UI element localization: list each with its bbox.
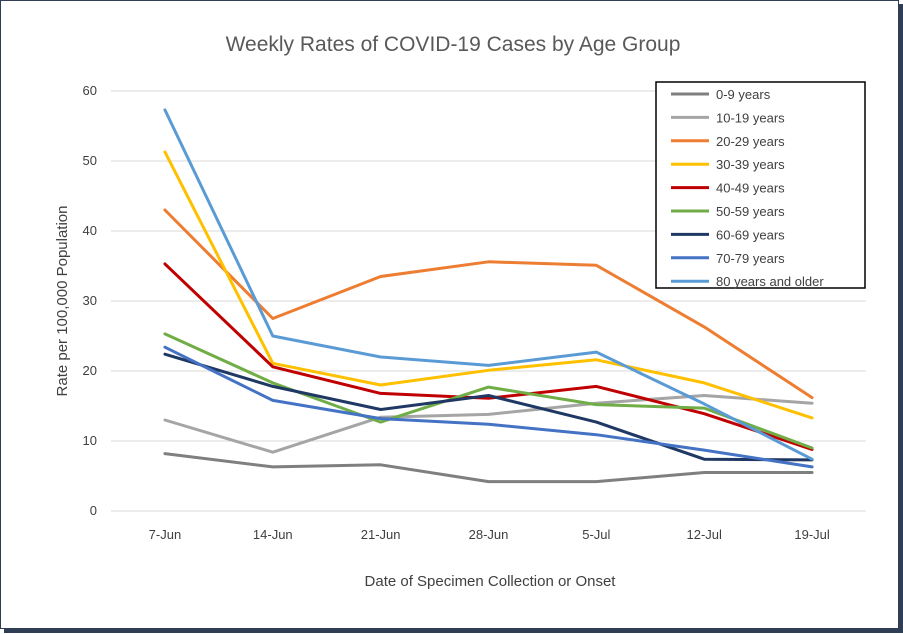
- x-axis-label: Date of Specimen Collection or Onset: [365, 573, 617, 590]
- series-line-1: [163, 452, 814, 484]
- y-tick-label: 50: [83, 153, 97, 168]
- y-tick-labels: 0 10 20 30 40 50 60: [83, 83, 97, 518]
- y-tick-label: 20: [83, 363, 97, 378]
- legend-label: 40-49 years: [716, 181, 785, 196]
- x-tick-label: 12-Jul: [687, 527, 723, 542]
- series-line-7: [163, 352, 814, 462]
- x-tick-label: 21-Jun: [361, 527, 401, 542]
- legend-label: 80 years and older: [716, 274, 824, 289]
- chart-title: Weekly Rates of COVID-19 Cases by Age Gr…: [226, 33, 681, 56]
- series-line-2: [163, 394, 814, 454]
- series-line-9: [163, 108, 814, 461]
- series-line-3: [163, 208, 814, 400]
- series-lines: [163, 108, 814, 484]
- legend-label: 60-69 years: [716, 227, 785, 242]
- legend-label: 30-39 years: [716, 157, 785, 172]
- x-tick-label: 7-Jun: [149, 527, 182, 542]
- x-tick-labels: 7-Jun 14-Jun 21-Jun 28-Jun 5-Jul 12-Jul 19-Jul: [149, 527, 830, 542]
- y-tick-label: 0: [90, 503, 97, 518]
- series-line-8: [163, 345, 814, 469]
- x-tick-label: 5-Jul: [582, 527, 610, 542]
- legend-label: 70-79 years: [716, 251, 785, 266]
- legend: 0-9 years 10-19 years 20-29 years 30-39 yea…: [655, 81, 866, 289]
- x-tick-label: 28-Jun: [469, 527, 509, 542]
- legend-label: 0-9 years: [716, 87, 771, 102]
- series-line-4: [163, 150, 814, 420]
- y-tick-label: 10: [83, 433, 97, 448]
- y-tick-label: 30: [83, 293, 97, 308]
- x-tick-label: 19-Jul: [794, 527, 830, 542]
- series-line-5: [163, 262, 814, 451]
- x-tick-label: 14-Jun: [253, 527, 293, 542]
- legend-label: 50-59 years: [716, 204, 785, 219]
- series-line-6: [163, 332, 814, 450]
- legend-label: 20-29 years: [716, 134, 785, 149]
- y-tick-label: 40: [83, 223, 97, 238]
- y-tick-label: 60: [83, 83, 97, 98]
- legend-label: 10-19 years: [716, 110, 785, 125]
- y-axis-label: Rate per 100,000 Population: [54, 206, 71, 397]
